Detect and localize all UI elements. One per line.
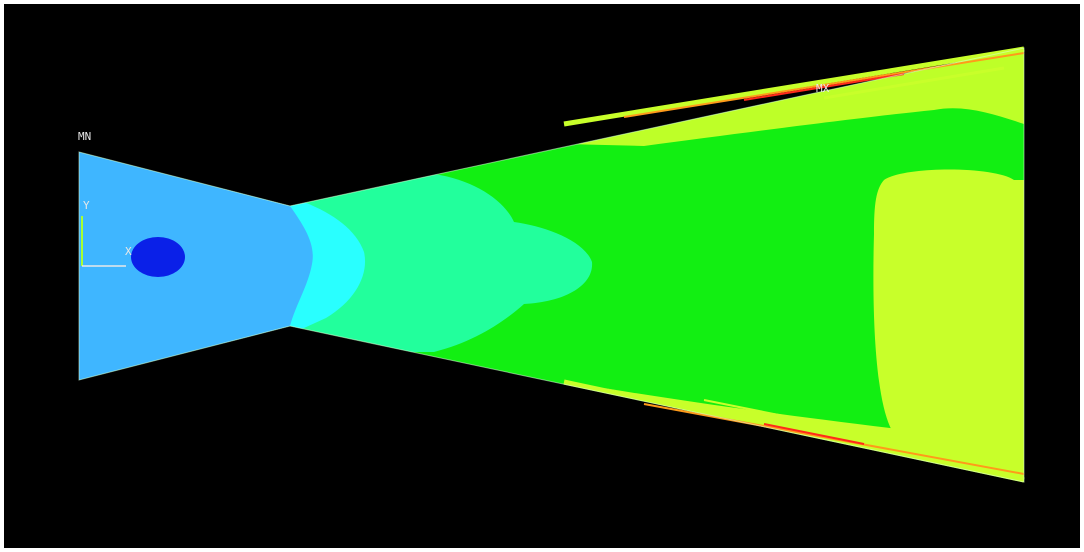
graphics-viewport: Y X MN MX — [4, 4, 1080, 548]
max-label: MX — [816, 82, 830, 95]
minimum-region-blob — [131, 237, 185, 277]
top-wall-edge-bands — [563, 46, 1025, 127]
axis-x-label: X — [125, 245, 132, 258]
contour-plot: Y X MN MX — [78, 46, 1025, 483]
axis-y-label: Y — [83, 199, 90, 212]
min-label: MN — [78, 130, 91, 143]
bottom-wall-edge-bands — [563, 379, 1025, 483]
domain-outline — [78, 47, 1025, 483]
axis-triad: Y X — [81, 199, 132, 267]
yellow-green-band-outlet — [873, 169, 1024, 482]
